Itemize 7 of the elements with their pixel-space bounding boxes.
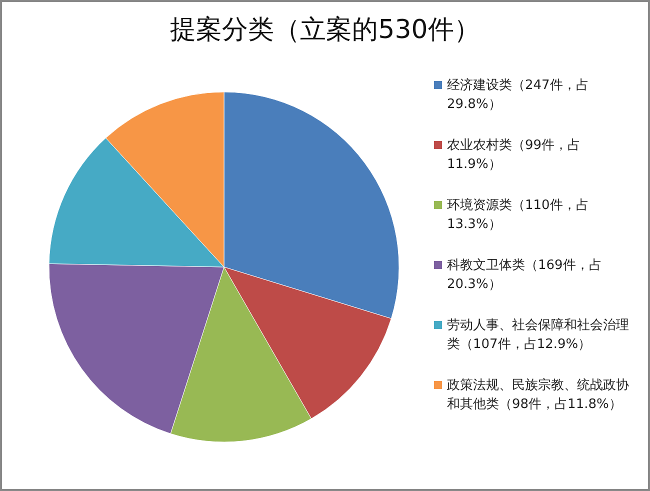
chart-title: 提案分类（立案的530件） xyxy=(169,14,481,47)
legend-label: 农业农村类（99件，占11.9%） xyxy=(447,137,582,174)
legend-label: 劳动人事、社会保障和社会治理类（107件，占12.9%） xyxy=(447,317,629,354)
legend-label: 环境资源类（110件，占13.3%） xyxy=(447,197,590,234)
legend-label: 科教文卫体类（169件，占20.3%） xyxy=(447,257,603,294)
legend-label: 经济建设类（247件，占29.8%） xyxy=(447,77,590,114)
legend-label: 政策法规、民族宗教、统战政协和其他类（98件，占11.8%） xyxy=(447,377,629,414)
